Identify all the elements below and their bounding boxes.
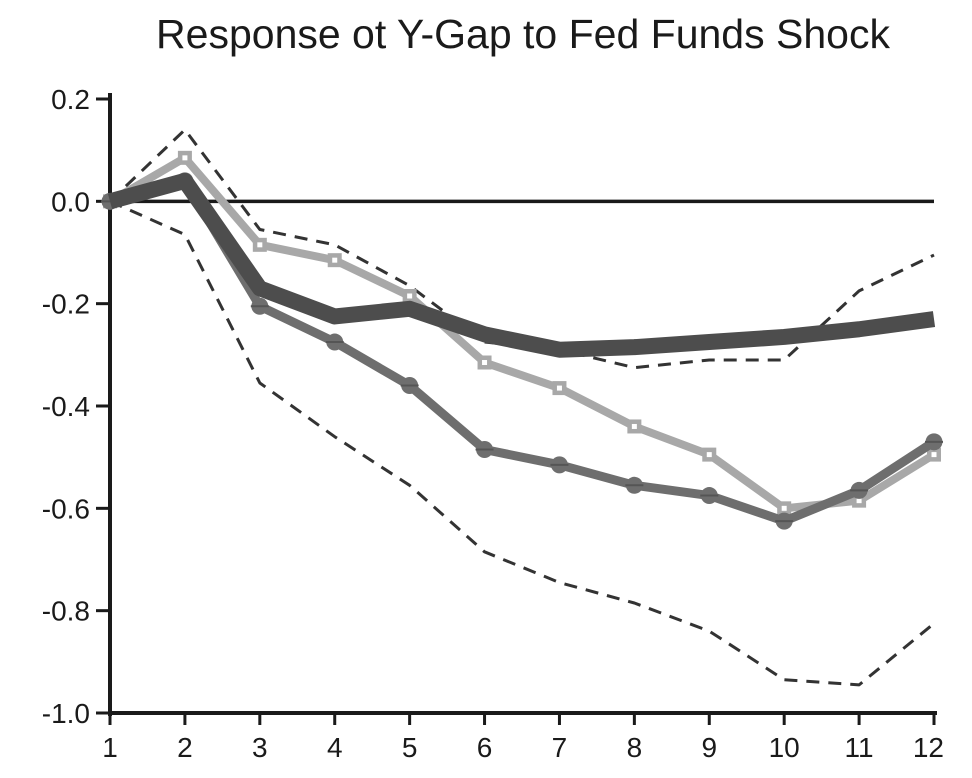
x-tick-label: 2 [177,732,193,763]
plot-area: 0.20.0-0.2-0.4-0.6-0.8-1.01 2 3 4 5 6 7 8 9 10 11 1… [42,84,944,763]
y-tick-label: -0.4 [42,391,90,422]
x-tick-label: 7 [552,732,568,763]
y-tick-label: -0.6 [42,493,90,524]
y-tick-label: 0.2 [51,84,90,115]
series-line-light-gray-square-markers [107,153,937,513]
series-point-square-center [407,293,413,299]
x-tick-label: 11 [845,732,874,763]
y-tick-label: -1.0 [42,698,90,729]
series-point-square-center [856,498,862,504]
series-point-square-center [631,423,637,429]
y-tick-label: -0.2 [42,289,90,320]
series-point-square-center [706,452,712,458]
x-tick-label: 5 [402,732,418,763]
x-tick-label: 1 [102,732,118,763]
y-tick-label: -0.8 [42,596,90,627]
x-tick-label: 12 [913,732,944,763]
chart-title: Response ot Y-Gap to Fed Funds Shock [156,11,890,57]
series-point-square-center [931,452,937,458]
x-tick-label: 3 [252,732,268,763]
series-point-square-center [781,505,787,511]
series-line-dashed-upper-band [108,128,935,370]
series-line-medium-gray-circle-markers [108,176,937,526]
x-tick-label: 6 [477,732,493,763]
series-point-square-center [257,242,263,248]
series-point-square-center [332,257,338,263]
x-tick-label: 9 [701,732,717,763]
series-point-square-center [182,155,188,161]
series-line-thick-dark-gray [107,172,936,358]
x-tick-label: 8 [627,732,643,763]
series-line-dashed-lower-band [109,199,935,687]
x-tick-label: 10 [769,732,800,763]
x-tick-label: 4 [327,732,343,763]
series-point-square-center [556,385,562,391]
series-point-square-center [482,360,488,366]
y-tick-label: 0.0 [51,186,90,217]
